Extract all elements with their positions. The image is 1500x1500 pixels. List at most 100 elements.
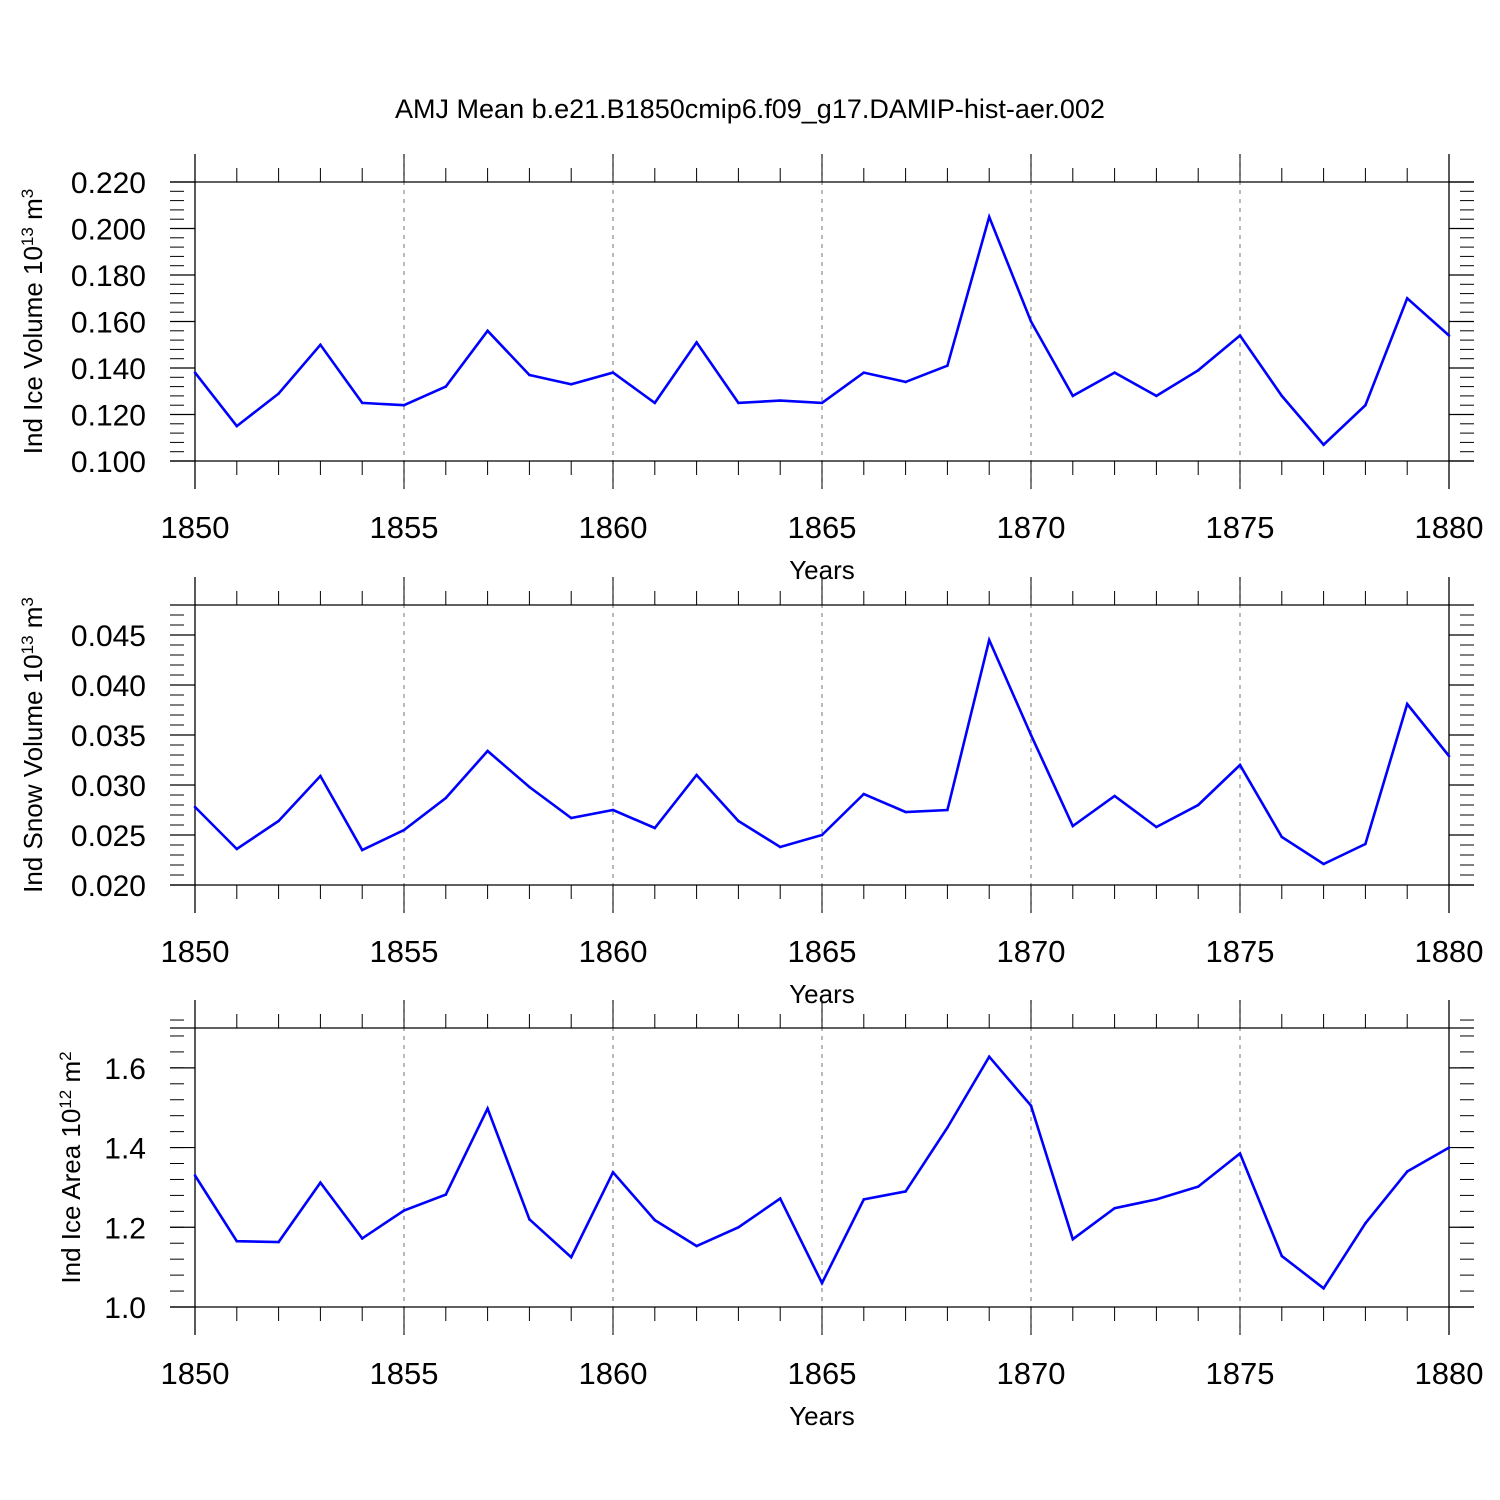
data-point xyxy=(402,403,406,407)
x-tick-label: 1865 xyxy=(788,934,857,969)
data-point xyxy=(904,380,907,384)
y-tick-label: 0.220 xyxy=(71,167,146,200)
y-axis-label: Ind Ice Area 1012 m2 xyxy=(56,1051,87,1283)
data-point xyxy=(1113,1206,1116,1210)
data-point xyxy=(1155,1198,1158,1201)
data-point xyxy=(1029,1104,1033,1108)
y-axis-label-text: m xyxy=(18,198,48,227)
data-point xyxy=(1322,443,1325,447)
y-axis-label-superscript: 2 xyxy=(56,1051,75,1060)
data-point xyxy=(1280,394,1284,398)
data-point xyxy=(987,1055,991,1058)
data-point xyxy=(528,1218,531,1221)
data-point xyxy=(1405,702,1409,706)
data-point xyxy=(611,1170,615,1174)
data-point xyxy=(1029,733,1033,737)
data-point xyxy=(1322,1286,1325,1290)
data-point xyxy=(987,638,991,642)
data-point xyxy=(1280,835,1284,839)
data-point xyxy=(778,399,782,402)
y-tick-label: 0.045 xyxy=(71,620,146,653)
data-point xyxy=(820,1281,824,1285)
data-point xyxy=(1113,794,1116,798)
data-point xyxy=(946,808,949,812)
data-point xyxy=(360,848,364,852)
x-tick-label: 1880 xyxy=(1415,510,1484,545)
y-tick-label: 0.035 xyxy=(71,720,146,753)
y-tick-label: 0.040 xyxy=(71,670,146,703)
panel-ice-area: 1.0 1.2 1.4 1.6 1850 1855 1860 1865 1870 1875 1880… xyxy=(56,1000,1483,1431)
data-point xyxy=(862,792,866,796)
data-point xyxy=(193,1174,197,1177)
data-point xyxy=(653,826,657,830)
y-axis-label-superscript: 3 xyxy=(18,597,37,606)
data-point xyxy=(862,371,866,374)
y-tick-label: 1.4 xyxy=(104,1133,146,1166)
data-point xyxy=(569,382,573,386)
data-point xyxy=(1196,369,1200,372)
data-point xyxy=(1447,334,1451,337)
data-point xyxy=(737,819,740,823)
data-point xyxy=(820,833,824,837)
data-point xyxy=(319,774,322,778)
x-tick-label: 1855 xyxy=(370,1356,439,1391)
data-point xyxy=(987,215,991,219)
data-point xyxy=(444,796,448,800)
y-axis-label: Ind Ice Volume 1013 m3 xyxy=(18,189,49,454)
data-point xyxy=(695,341,698,344)
data-point xyxy=(486,749,489,753)
data-point xyxy=(1364,1222,1367,1225)
data-point xyxy=(1364,842,1367,846)
data-point xyxy=(360,1237,364,1240)
x-axis-label: Years xyxy=(789,1401,855,1431)
y-tick-label: 0.020 xyxy=(71,870,146,903)
data-point xyxy=(653,401,657,405)
data-point xyxy=(1155,394,1158,398)
data-point xyxy=(569,1255,573,1259)
data-point xyxy=(444,385,448,388)
y-axis-label-superscript: 12 xyxy=(56,1090,75,1109)
x-tick-label: 1860 xyxy=(579,1356,648,1391)
data-point xyxy=(1447,754,1451,758)
series-line xyxy=(193,212,1450,447)
y-axis-label-superscript: 3 xyxy=(18,189,37,198)
x-tick-label: 1850 xyxy=(161,510,230,545)
data-point xyxy=(1071,824,1075,828)
y-tick-label: 0.100 xyxy=(71,446,146,479)
data-point xyxy=(695,773,698,777)
data-point xyxy=(193,371,197,374)
data-point xyxy=(904,1190,907,1193)
figure-title: AMJ Mean b.e21.B1850cmip6.f09_g17.DAMIP-… xyxy=(395,94,1105,124)
data-point xyxy=(277,392,280,395)
data-point xyxy=(1447,1146,1451,1149)
x-tick-label: 1855 xyxy=(370,510,439,545)
y-tick-label: 1.0 xyxy=(104,1292,146,1325)
data-point xyxy=(946,1126,949,1129)
data-point xyxy=(946,364,949,367)
data-point xyxy=(653,1218,657,1222)
x-tick-label: 1850 xyxy=(161,1356,230,1391)
x-tick-label: 1875 xyxy=(1206,934,1275,969)
y-axis-label-text: Ind Snow Volume 10 xyxy=(18,654,48,893)
data-point xyxy=(319,343,322,347)
x-tick-label: 1880 xyxy=(1415,934,1484,969)
data-point xyxy=(444,1193,448,1196)
data-point xyxy=(360,401,364,405)
x-tick-label: 1875 xyxy=(1206,510,1275,545)
data-point xyxy=(904,810,907,814)
data-point xyxy=(820,401,824,405)
data-point xyxy=(1113,371,1116,374)
data-point xyxy=(1196,803,1200,807)
x-tick-label: 1850 xyxy=(161,934,230,969)
panel-ice-volume: 0.100 0.120 0.140 0.160 0.180 0.200 0.220 1850 1… xyxy=(18,154,1484,585)
y-axis-label-superscript: 13 xyxy=(18,227,37,246)
data-point xyxy=(1238,1152,1242,1155)
data-point xyxy=(695,1244,698,1248)
y-tick-label: 0.120 xyxy=(71,400,146,433)
y-tick-label: 1.2 xyxy=(104,1212,146,1245)
data-point xyxy=(235,847,239,851)
data-point xyxy=(402,828,406,832)
data-point xyxy=(235,424,239,428)
x-tick-label: 1870 xyxy=(997,1356,1066,1391)
